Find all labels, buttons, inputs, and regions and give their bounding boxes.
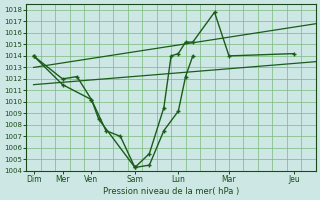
X-axis label: Pression niveau de la mer( hPa ): Pression niveau de la mer( hPa ) [103, 187, 239, 196]
